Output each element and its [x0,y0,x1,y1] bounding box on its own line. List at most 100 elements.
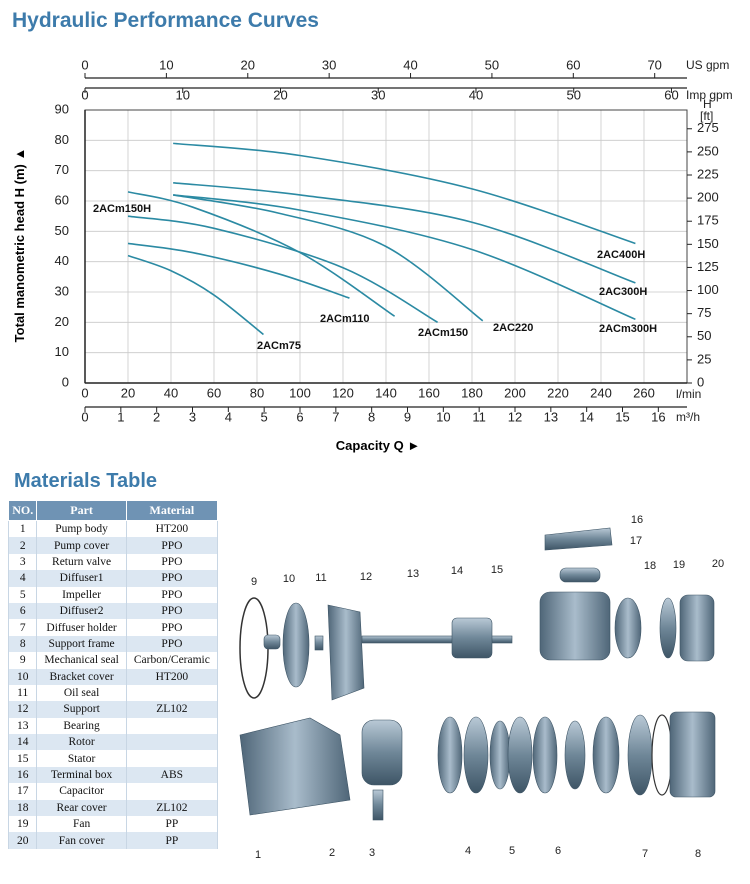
y-tick-label: 0 [62,374,69,389]
y2-unit: H [703,97,712,111]
secondary-unit: m³/h [676,410,700,424]
table-cell: PP [125,832,219,849]
y2-tick-label: 275 [697,120,719,135]
table-row: 1 Pump body HT200 [7,520,219,538]
callout-label: 1 [255,849,261,861]
callout-label: 3 [369,847,375,859]
x-tick-label: 120 [332,385,354,400]
performance-curve [127,191,396,317]
secondary-tick-label: 1 [117,409,124,424]
x-tick-label: 240 [590,385,612,400]
chart-title: Hydraulic Performance Curves [12,9,319,32]
table-cell: 9 [7,652,38,669]
table-row: 18 Rear cover ZL102 [7,799,219,817]
secondary-tick-label: 0 [81,87,88,102]
table-cell: 5 [7,586,38,603]
callout-label: 15 [491,564,503,576]
table-cell: Rear cover [36,799,127,817]
table-row: 16 Terminal box ABS [7,766,219,784]
table-cell [125,684,219,702]
table-cell: Capacitor [36,783,127,800]
secondary-tick-label: 0 [81,57,88,72]
table-header-cell: NO. [7,500,38,521]
secondary-tick-label: 50 [485,57,499,72]
x-tick-label: 200 [504,385,526,400]
callout-label: 2 [329,847,335,859]
table-cell: 3 [7,553,38,571]
table-cell: 19 [7,816,38,833]
table-row: 4 Diffuser1 PPO [7,570,219,587]
table-cell: Pump body [36,520,127,538]
performance-curve [127,254,264,336]
table-row: 14 Rotor [7,734,219,751]
table-cell: 16 [7,766,38,784]
table-row: 12 Support ZL102 [7,701,219,718]
table-cell: 13 [7,717,38,735]
table-cell: Diffuser2 [36,602,127,620]
table-cell [125,783,219,800]
curve-label: 2AC300H [599,286,647,298]
performance-curve [127,215,439,324]
y-axis-title: Total manometric head H (m) ▲ [12,148,27,343]
x-tick-label: 180 [461,385,483,400]
table-cell: 20 [7,832,38,849]
table-row: 9 Mechanical seal Carbon/Ceramic [7,652,219,669]
secondary-tick-label: 40 [403,57,417,72]
callout-label: 14 [451,565,463,577]
callout-label: 16 [631,514,643,526]
y-tick-label: 40 [55,253,69,268]
secondary-tick-label: 10 [176,87,190,102]
callout-label: 18 [644,560,656,572]
secondary-tick-label: 50 [566,87,580,102]
secondary-unit: US gpm [686,58,729,72]
curve-label: 2ACm150 [418,327,468,339]
y-tick-label: 90 [55,101,69,116]
table-row: 19 Fan PP [7,816,219,833]
table-cell: PPO [125,570,219,587]
table-row: 13 Bearing [7,717,219,735]
table-cell: 6 [7,602,38,620]
secondary-tick-label: 20 [273,87,287,102]
table-cell: PPO [125,602,219,620]
table-cell: PPO [125,553,219,571]
table-cell: ABS [125,766,219,784]
secondary-tick-label: 60 [664,87,678,102]
y2-tick-label: 175 [697,213,719,228]
table-cell: 11 [7,684,38,702]
performance-curve [173,182,636,284]
secondary-tick-label: 3 [189,409,196,424]
table-row: 8 Support frame PPO [7,635,219,653]
y-tick-label: 70 [55,162,69,177]
y-tick-label: 30 [55,283,69,298]
secondary-unit: Imp gpm [686,88,733,102]
curve-label: 2ACm110 [320,313,370,325]
callout-label: 20 [712,558,724,570]
x-tick-label: 60 [207,385,221,400]
table-cell: 7 [7,619,38,636]
secondary-tick-label: 0 [81,409,88,424]
performance-curve [173,194,484,322]
curve-label: 2AC400H [597,249,645,261]
table-cell: Bearing [36,717,127,735]
secondary-tick-label: 6 [296,409,303,424]
y-tick-label: 10 [55,344,69,359]
table-cell: Diffuser holder [36,619,127,636]
x-tick-label: 140 [375,385,397,400]
table-cell: 15 [7,750,38,767]
table-row: 20 Fan cover PP [7,832,219,849]
callout-label: 4 [465,845,471,857]
callout-label: 12 [360,571,372,583]
table-cell: Support [36,701,127,718]
table-cell: Carbon/Ceramic [125,652,219,669]
x-unit: l/min [676,387,701,401]
x-tick-label: 80 [250,385,264,400]
secondary-tick-label: 70 [647,57,661,72]
callout-label: 5 [509,845,515,857]
y-tick-label: 20 [55,314,69,329]
secondary-tick-label: 14 [579,409,593,424]
secondary-tick-label: 15 [615,409,629,424]
secondary-tick-label: 7 [332,409,339,424]
table-cell: ZL102 [125,799,219,817]
table-cell: Bracket cover [36,668,127,685]
